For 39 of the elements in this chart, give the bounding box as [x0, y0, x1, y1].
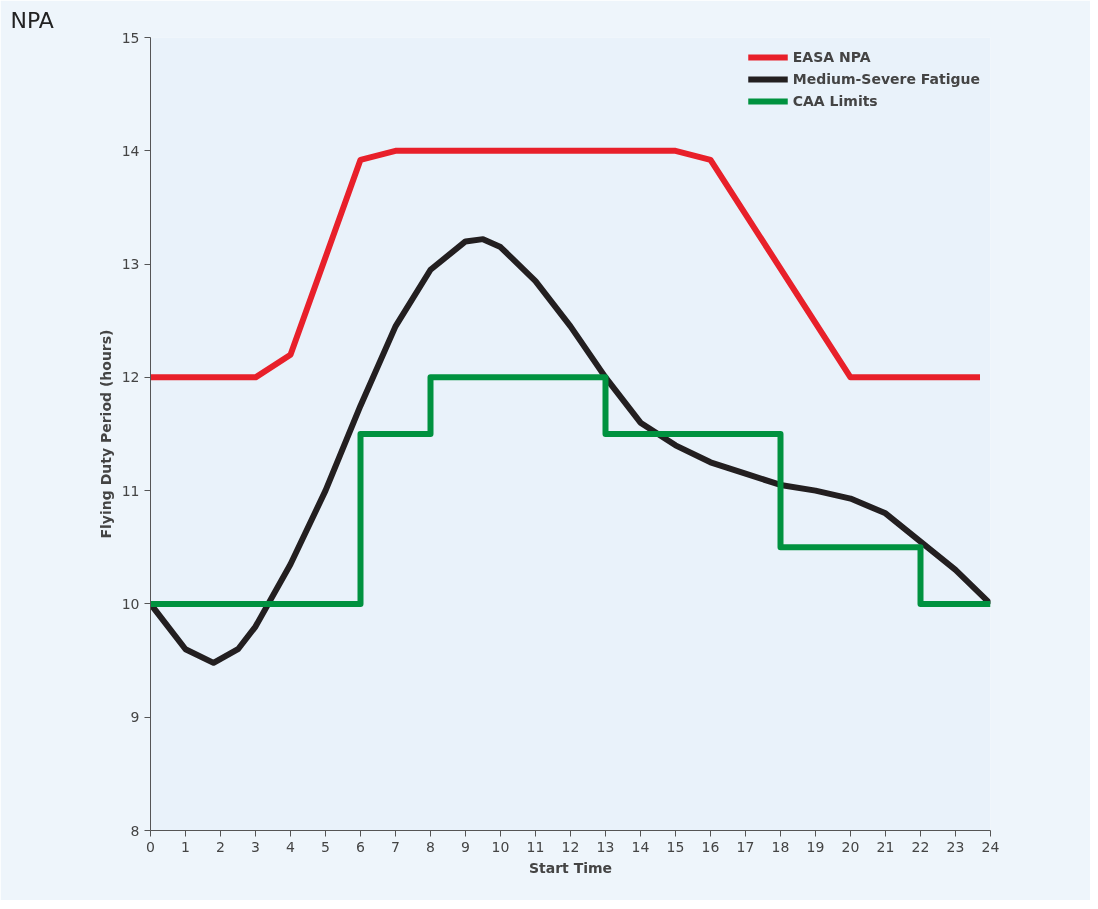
y-axis-title: Flying Duty Period (hours) [97, 329, 114, 539]
x-tick-label: 22 [911, 838, 930, 855]
x-tick-label: 20 [841, 838, 860, 855]
x-tick-label: 15 [666, 838, 685, 855]
x-tick-label: 17 [736, 838, 755, 855]
legend-label: Medium-Severe Fatigue [792, 71, 980, 87]
x-tick-label: 10 [491, 838, 510, 855]
x-tick-label: 9 [461, 838, 470, 855]
x-tick-label: 13 [596, 838, 615, 855]
x-tick-label: 1 [181, 838, 190, 855]
legend-label: EASA NPA [792, 49, 871, 65]
x-tick-label: 3 [251, 838, 260, 855]
y-tick-label: 9 [130, 709, 140, 726]
x-tick-label: 24 [981, 838, 1000, 855]
y-tick-label: 13 [121, 256, 140, 273]
x-tick-label: 19 [806, 838, 825, 855]
x-tick-label: 0 [146, 838, 155, 855]
text: NPA [10, 7, 54, 33]
y-tick-label: 15 [121, 29, 140, 46]
x-tick-label: 11 [526, 838, 545, 855]
x-tick-label: 14 [631, 838, 650, 855]
x-tick-label: 4 [286, 838, 296, 855]
x-tick-label: 21 [876, 838, 895, 855]
legend-label: CAA Limits [792, 93, 878, 109]
x-tick-label: 23 [946, 838, 965, 855]
y-tick-label: 14 [121, 142, 140, 159]
y-tick-label: 12 [121, 369, 140, 386]
x-tick-label: 5 [321, 838, 330, 855]
y-tick-label: 11 [121, 482, 140, 499]
x-tick-label: 16 [701, 838, 720, 855]
x-axis-title: Start Time [528, 859, 613, 876]
x-tick-label: 12 [561, 838, 580, 855]
x-tick-label: 8 [426, 838, 435, 855]
y-tick-label: 10 [121, 595, 140, 612]
y-tick-label: 8 [130, 822, 140, 839]
x-tick-label: 7 [391, 838, 400, 855]
x-tick-label: 2 [216, 838, 225, 855]
x-tick-label: 6 [356, 838, 366, 855]
x-tick-label: 18 [771, 838, 790, 855]
